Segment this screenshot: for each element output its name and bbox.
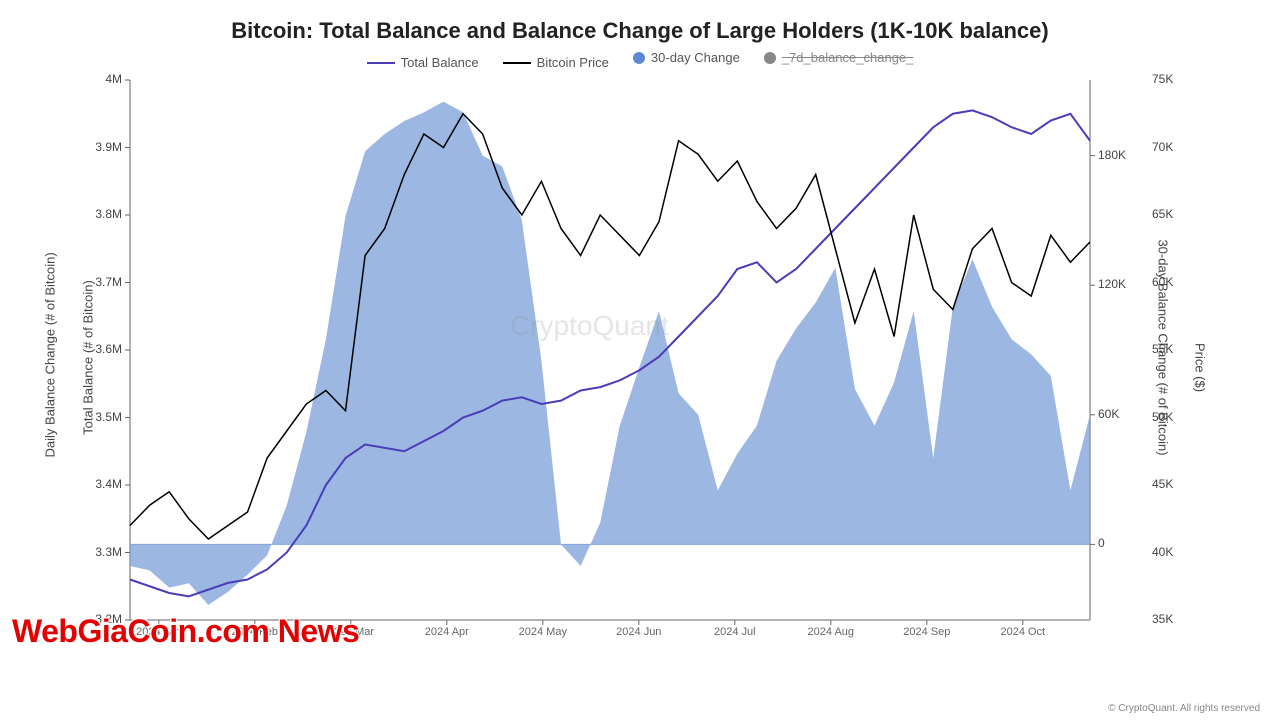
chart-container: Bitcoin: Total Balance and Balance Chang… <box>0 0 1280 720</box>
legend-label: 30-day Change <box>651 50 740 65</box>
ytick-right-outer: 75K <box>1152 72 1173 86</box>
ytick-right-outer: 60K <box>1152 275 1173 289</box>
chart-title: Bitcoin: Total Balance and Balance Chang… <box>0 18 1280 44</box>
ytick-left: 3.6M <box>95 342 122 356</box>
legend: Total Balance Bitcoin Price 30-day Change _… <box>0 50 1280 70</box>
ytick-right-outer: 55K <box>1152 342 1173 356</box>
xtick: 2024 Aug <box>808 626 855 638</box>
ytick-right-outer: 45K <box>1152 477 1173 491</box>
y-axis-outer-left-label: Daily Balance Change (# of Bitcoin) <box>43 258 58 458</box>
legend-label: Total Balance <box>401 55 479 70</box>
legend-item[interactable]: 30-day Change <box>633 50 740 65</box>
chart-svg <box>130 80 1090 620</box>
legend-swatch <box>367 62 395 64</box>
watermark-bottom-left: WebGiaCoin.com News <box>12 613 359 650</box>
ytick-left: 3.5M <box>95 410 122 424</box>
legend-swatch <box>503 62 531 64</box>
legend-item[interactable]: _7d_balance_change_ <box>764 50 914 65</box>
y-axis-outer-right-label: Price ($) <box>1193 308 1208 428</box>
ytick-right-outer: 65K <box>1152 207 1173 221</box>
ytick-right-outer: 35K <box>1152 612 1173 626</box>
ytick-right-outer: 70K <box>1152 140 1173 154</box>
legend-item[interactable]: Total Balance <box>367 55 479 70</box>
attribution-text: © CryptoQuant. All rights reserved <box>1108 703 1260 714</box>
y-axis-inner-left-label: Total Balance (# of Bitcoin) <box>81 258 96 458</box>
xtick: 2024 Apr <box>425 626 469 638</box>
ytick-right-outer: 40K <box>1152 545 1173 559</box>
legend-swatch <box>633 52 645 64</box>
ytick-left: 3.4M <box>95 477 122 491</box>
ytick-right-inner: 0 <box>1098 536 1105 550</box>
legend-item[interactable]: Bitcoin Price <box>503 55 609 70</box>
legend-label: Bitcoin Price <box>537 55 609 70</box>
legend-label: _7d_balance_change_ <box>782 50 914 65</box>
ytick-right-inner: 60K <box>1098 407 1119 421</box>
ytick-right-outer: 50K <box>1152 410 1173 424</box>
ytick-left: 4M <box>105 72 122 86</box>
xtick: 2024 May <box>519 626 567 638</box>
xtick: 2024 Sep <box>903 626 950 638</box>
ytick-right-inner: 180K <box>1098 148 1126 162</box>
xtick: 2024 Jun <box>616 626 661 638</box>
legend-swatch <box>764 52 776 64</box>
ytick-left: 3.9M <box>95 140 122 154</box>
plot-area: CryptoQuant <box>130 80 1090 620</box>
ytick-left: 3.8M <box>95 207 122 221</box>
ytick-right-inner: 120K <box>1098 277 1126 291</box>
xtick: 2024 Jul <box>714 626 756 638</box>
area-30d-change <box>130 102 1090 605</box>
xtick: 2024 Oct <box>1000 626 1045 638</box>
ytick-left: 3.7M <box>95 275 122 289</box>
ytick-left: 3.3M <box>95 545 122 559</box>
